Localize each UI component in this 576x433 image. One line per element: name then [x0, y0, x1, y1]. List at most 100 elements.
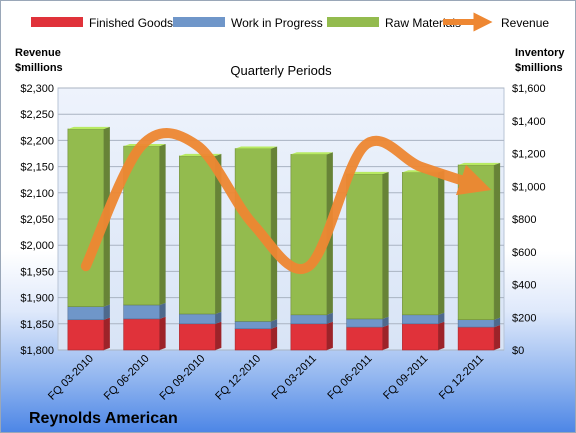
x-tick-label: FQ 09-2010 — [158, 353, 208, 403]
x-axis: FQ 03-2010 FQ 06-2010 FQ 09-2010 FQ 12-2010… — [46, 353, 486, 403]
left-tick-label: $2,050 — [20, 214, 54, 226]
left-tick-label: $2,250 — [20, 109, 54, 121]
x-tick-label: FQ 06-2010 — [102, 353, 152, 403]
bar-finished-goods-side — [159, 316, 166, 350]
right-axis-title-line1: Inventory — [515, 47, 565, 59]
bar-raw-materials-side — [382, 171, 389, 319]
company-name: Reynolds American — [29, 410, 178, 427]
x-tick-label: FQ 12-2011 — [437, 353, 486, 402]
right-tick-label: $1,200 — [512, 149, 546, 161]
left-axis-title-line1: Revenue — [15, 47, 61, 59]
legend-item-raw-materials[interactable]: Raw Materials — [327, 16, 461, 30]
bar-finished-goods — [457, 326, 495, 351]
bar-work-in-progress-side — [326, 312, 333, 324]
right-tick-label: $600 — [512, 247, 536, 259]
bar-finished-goods — [179, 323, 216, 351]
bar-work-in-progress-side — [382, 316, 389, 328]
bar-finished-goods-side — [326, 321, 333, 350]
x-tick-label: FQ 09-2011 — [381, 353, 430, 402]
bar-finished-goods-side — [103, 317, 110, 350]
bar-raw-materials-top — [290, 152, 333, 155]
left-tick-label: $1,850 — [20, 319, 54, 331]
legend-swatch-finished-goods — [31, 17, 83, 27]
bar-work-in-progress — [123, 304, 160, 320]
bar-raw-materials-side — [438, 170, 445, 315]
legend-label-revenue: Revenue — [501, 16, 549, 30]
bar-raw-materials — [346, 173, 383, 320]
bar-raw-materials-top — [235, 146, 278, 149]
bar-work-in-progress-side — [215, 311, 222, 324]
bar-finished-goods — [123, 318, 160, 351]
bar-raw-materials-top — [458, 162, 501, 165]
right-tick-label: $200 — [512, 312, 536, 324]
legend-item-revenue[interactable]: Revenue — [443, 12, 549, 32]
bar-work-in-progress-side — [438, 312, 445, 324]
right-axis: $0 $200 $400 $600 $800 $1,000 $1,200 $1,400 $1,6… — [512, 83, 546, 357]
bar-work-in-progress — [402, 314, 439, 325]
bar-raw-materials-side — [494, 162, 501, 320]
bar-raw-materials — [290, 154, 328, 316]
bar-finished-goods-side — [438, 321, 445, 350]
bar-work-in-progress — [290, 314, 328, 325]
bar-raw-materials — [67, 128, 105, 307]
bar-finished-goods — [346, 326, 383, 351]
right-tick-label: $1,400 — [512, 116, 546, 128]
legend-item-work-in-progress[interactable]: Work in Progress — [173, 16, 323, 30]
right-tick-label: $1,000 — [512, 181, 546, 193]
left-axis-title-line2: $millions — [15, 62, 63, 74]
bar-work-in-progress — [67, 306, 105, 321]
bar-finished-goods — [67, 319, 105, 351]
bar-work-in-progress — [179, 313, 216, 325]
bar-finished-goods — [402, 323, 439, 351]
left-tick-label: $1,950 — [20, 266, 54, 278]
left-tick-label: $2,100 — [20, 188, 54, 200]
right-tick-label: $400 — [512, 280, 536, 292]
x-tick-label: FQ 12-2010 — [213, 353, 263, 403]
x-tick-label: FQ 03-2010 — [46, 353, 96, 403]
bar-finished-goods — [290, 323, 328, 351]
plot-title: Quarterly Periods — [230, 63, 332, 78]
bar-finished-goods — [234, 328, 272, 351]
legend-label-raw-materials: Raw Materials — [385, 16, 461, 30]
right-tick-label: $800 — [512, 214, 536, 226]
left-axis: $1,800 $1,850 $1,900 $1,950 $2,000 $2,050 $2,1… — [20, 83, 54, 357]
left-tick-label: $2,200 — [20, 135, 54, 147]
bar-finished-goods-side — [494, 324, 501, 350]
legend-label-work-in-progress: Work in Progress — [231, 16, 323, 30]
bar-work-in-progress — [346, 318, 383, 328]
x-tick-label: FQ 03-2011 — [270, 353, 319, 402]
bar-finished-goods-side — [271, 326, 278, 350]
bar-raw-materials — [179, 155, 216, 315]
legend-item-finished-goods[interactable]: Finished Goods — [31, 16, 173, 30]
legend-label-finished-goods: Finished Goods — [89, 16, 173, 30]
left-tick-label: $2,150 — [20, 162, 54, 174]
bar-raw-materials — [402, 172, 439, 316]
bar-raw-materials-side — [215, 153, 222, 314]
left-tick-label: $1,900 — [20, 293, 54, 305]
legend-swatch-raw-materials — [327, 17, 379, 27]
bar-raw-materials-top — [346, 171, 389, 174]
right-tick-label: $0 — [512, 345, 524, 357]
revenue-line — [80, 128, 492, 274]
bar-work-in-progress-side — [271, 319, 278, 329]
legend-swatch-work-in-progress — [173, 17, 225, 27]
left-tick-label: $2,000 — [20, 240, 54, 252]
revenue-series — [80, 128, 492, 274]
bar-work-in-progress-side — [159, 302, 166, 319]
bar-work-in-progress — [234, 321, 272, 330]
left-tick-label: $1,800 — [20, 345, 54, 357]
bar-finished-goods-side — [382, 324, 389, 350]
left-tick-label: $2,300 — [20, 83, 54, 95]
bar-work-in-progress — [457, 319, 495, 328]
bar-work-in-progress-side — [103, 304, 110, 320]
bar-raw-materials-top — [67, 126, 110, 129]
bar-work-in-progress-side — [494, 317, 501, 328]
bar-raw-materials-side — [159, 144, 166, 305]
right-tick-label: $1,600 — [512, 83, 546, 95]
bar-raw-materials-side — [271, 146, 278, 322]
legend: Finished Goods Work in Progress Raw Mate… — [31, 12, 549, 32]
x-tick-label: FQ 06-2011 — [325, 353, 374, 402]
right-axis-title-line2: $millions — [515, 62, 563, 74]
